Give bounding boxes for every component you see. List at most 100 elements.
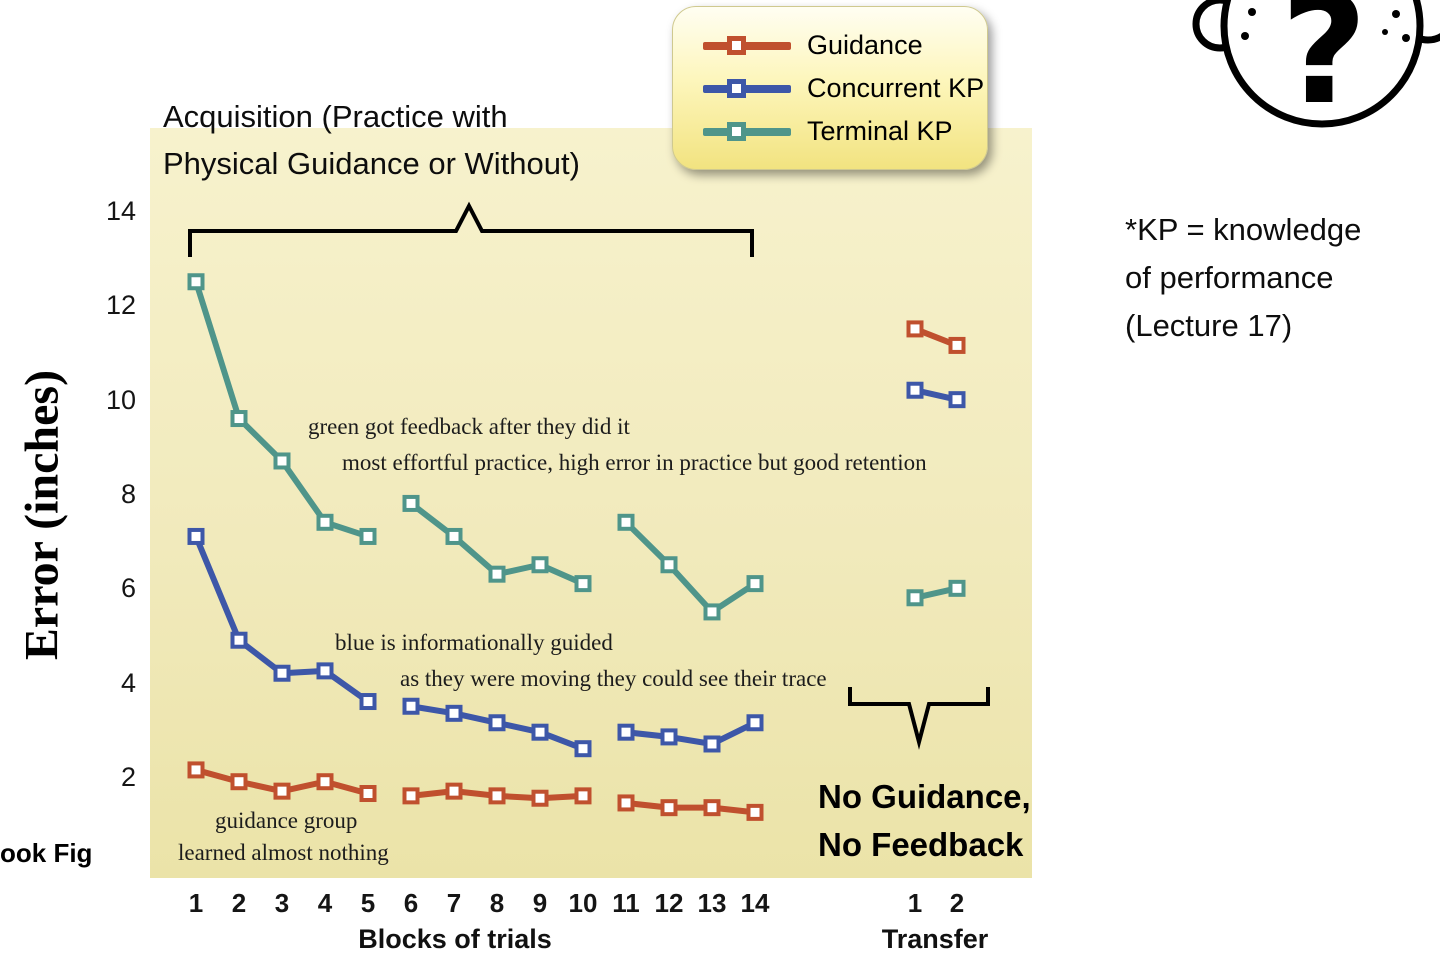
y-tick-label: 12 xyxy=(105,290,136,321)
data-marker xyxy=(230,773,248,791)
series-guidance xyxy=(187,320,966,821)
legend: Guidance Concurrent KP Terminal KP xyxy=(672,6,988,170)
series-line xyxy=(625,720,757,747)
acquisition-title: Acquisition (Practice with Physical Guid… xyxy=(163,93,580,187)
no-guidance-line1: No Guidance, xyxy=(818,778,1031,815)
corner-caption: ook Fig xyxy=(0,838,93,868)
x-tick-label: 11 xyxy=(612,888,640,918)
data-marker xyxy=(617,794,635,812)
annotation-guidance-group: guidance group xyxy=(215,808,358,833)
data-marker xyxy=(574,787,592,805)
data-marker xyxy=(187,273,205,291)
data-marker xyxy=(402,697,420,715)
data-marker xyxy=(660,799,678,817)
data-marker xyxy=(948,579,966,597)
data-marker xyxy=(574,740,592,758)
legend-swatch xyxy=(703,78,791,98)
transfer-brace xyxy=(848,687,990,750)
data-marker xyxy=(445,782,463,800)
data-marker xyxy=(316,662,334,680)
acquisition-brace xyxy=(188,201,754,257)
face-dot xyxy=(1392,10,1400,18)
legend-marker xyxy=(727,35,746,55)
x-tick-label: 13 xyxy=(697,888,727,918)
face-dot xyxy=(1248,8,1256,16)
no-guidance-line2: No Feedback xyxy=(818,826,1024,863)
x-tick-label: 4 xyxy=(317,888,333,918)
series-line xyxy=(623,520,757,615)
y-tick-label: 2 xyxy=(120,762,136,792)
series-line xyxy=(193,280,369,540)
data-marker xyxy=(660,728,678,746)
annotation-learned-nothing: learned almost nothing xyxy=(178,840,389,865)
series-line xyxy=(625,799,756,816)
data-marker xyxy=(617,513,635,531)
x-tick-label: 12 xyxy=(654,888,684,918)
data-marker xyxy=(703,735,721,753)
data-marker xyxy=(445,527,463,545)
annotation-see-trace: as they were moving they could see their… xyxy=(400,666,827,691)
acquisition-title-line2: Physical Guidance or Without) xyxy=(163,146,580,181)
legend-item-concurrent-kp: Concurrent KP xyxy=(703,67,987,110)
data-marker xyxy=(359,527,377,545)
annotation-blue-guided: blue is informationally guided xyxy=(335,630,613,655)
data-marker xyxy=(574,575,592,593)
data-marker xyxy=(906,589,924,607)
x-tick-label: 6 xyxy=(403,888,419,918)
legend-swatch xyxy=(703,35,791,55)
data-marker xyxy=(703,799,721,817)
data-marker xyxy=(906,320,924,338)
data-marker xyxy=(746,714,764,732)
transfer-tick-label: 1 xyxy=(907,888,923,918)
x-tick-label: 2 xyxy=(231,888,247,918)
data-marker xyxy=(488,565,506,583)
data-marker xyxy=(402,787,420,805)
legend-marker xyxy=(727,121,746,141)
face-dot xyxy=(1402,34,1410,42)
legend-marker xyxy=(727,78,746,98)
x-tick-label: 9 xyxy=(532,888,548,918)
acquisition-title-line1: Acquisition (Practice with xyxy=(163,99,508,134)
x-tick-label: 5 xyxy=(360,888,376,918)
data-marker xyxy=(230,631,248,649)
legend-label: Concurrent KP xyxy=(807,73,985,103)
data-marker xyxy=(617,723,635,741)
data-marker xyxy=(187,761,205,779)
data-marker xyxy=(359,785,377,803)
y-axis-label: Error (inches) xyxy=(15,369,69,661)
y-tick-label: 10 xyxy=(105,384,136,415)
legend-swatch xyxy=(703,121,791,141)
data-marker xyxy=(746,803,764,821)
kp-note-line1: *KP = knowledge xyxy=(1125,212,1362,247)
face-dot xyxy=(1241,32,1249,40)
data-marker xyxy=(488,787,506,805)
data-marker xyxy=(273,782,291,800)
data-marker xyxy=(531,789,549,807)
annotation-green-feedback: green got feedback after they did it xyxy=(308,414,630,439)
x-tick-label: 8 xyxy=(489,888,505,918)
kp-note-line3: (Lecture 17) xyxy=(1125,308,1293,343)
data-marker xyxy=(948,391,966,409)
data-marker xyxy=(273,452,291,470)
data-marker xyxy=(488,714,506,732)
face-dot xyxy=(1382,29,1388,35)
y-tick-label: 4 xyxy=(120,667,136,698)
data-marker xyxy=(703,603,721,621)
data-marker xyxy=(531,556,549,574)
legend-label: Terminal KP xyxy=(807,116,953,146)
transfer-axis-title: Transfer xyxy=(881,924,989,954)
question-face-icon: ? xyxy=(1192,0,1440,138)
x-tick-label: 10 xyxy=(568,888,598,918)
data-marker xyxy=(402,494,420,512)
y-tick-label: 8 xyxy=(120,478,136,509)
data-marker xyxy=(906,381,924,399)
x-tick-label: 7 xyxy=(446,888,462,918)
y-tick-label: 6 xyxy=(120,573,136,604)
legend-item-terminal-kp: Terminal KP xyxy=(703,110,987,153)
data-marker xyxy=(660,556,678,574)
data-marker xyxy=(445,704,463,722)
data-marker xyxy=(316,513,334,531)
transfer-tick-label: 2 xyxy=(949,888,965,918)
series-terminal-kp xyxy=(187,273,966,621)
x-tick-label: 1 xyxy=(188,888,204,918)
